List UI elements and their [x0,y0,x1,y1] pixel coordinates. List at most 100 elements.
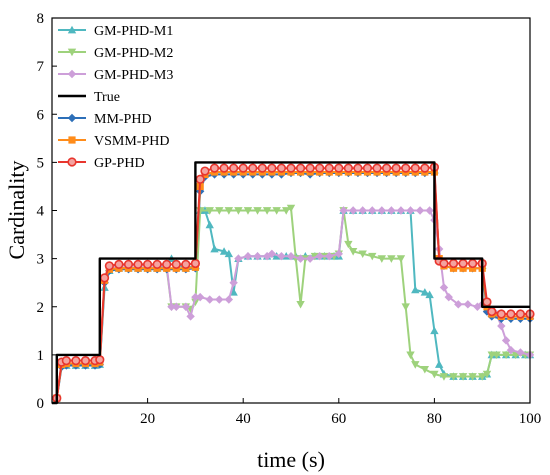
data-point-gm-phd-m2 [406,351,415,360]
data-point-gp-phd [334,163,344,173]
data-point-gm-phd-m3 [368,206,377,215]
data-point-gm-phd-m3 [348,206,358,215]
data-point-gm-phd-m3 [501,336,511,345]
data-point-gm-phd-m3 [387,206,396,215]
data-point-vsmm-phd [459,264,467,272]
data-point-gm-phd-m2 [272,207,281,215]
data-point-gm-phd-m3 [172,302,181,311]
data-point-gm-phd-m3 [277,252,286,261]
data-point-gm-phd-m2 [401,303,410,311]
data-point-gm-phd-m3 [167,302,176,311]
data-point-gm-phd-m3 [334,249,343,259]
legend-label-gm-phd-m2: GM-PHD-M2 [94,46,173,61]
data-point-gm-phd-m2 [286,204,296,213]
series-true [52,161,530,405]
data-point-gm-phd-m3 [181,302,191,311]
data-point-gp-phd [343,163,353,173]
data-point-gp-phd [143,259,153,270]
data-point-gm-phd-m2 [468,373,477,381]
x-tick-label: 60 [331,411,346,427]
series-layer [52,161,535,405]
data-point-gp-phd [496,309,506,319]
data-point-gp-phd [305,163,315,173]
y-tick-label: 3 [37,252,45,268]
legend-marker-mm-phd [67,113,77,123]
data-point-gp-phd [382,163,392,173]
data-point-gm-phd-m2 [368,252,377,261]
data-point-gm-phd-m3 [205,295,214,304]
legend: GM-PHD-M1 GM-PHD-M2 GM-PHD-M3 True MM-PHD VSM… [58,24,173,171]
data-point-gp-phd [353,163,363,173]
data-point-gm-phd-m2 [234,207,243,215]
data-point-gm-phd-m3 [267,249,277,259]
x-axis-title: time (s) [257,447,325,472]
legend-label-vsmm-phd: VSMM-PHD [94,134,169,149]
data-point-gm-phd-m3 [253,252,262,261]
data-point-gm-phd-m2 [396,255,406,263]
y-tick-label: 4 [37,204,45,220]
data-point-gm-phd-m1 [425,290,434,299]
ticks-layer: 20 40 60 80 100 0 1 2 3 4 5 6 7 8 [37,11,542,427]
data-point-gm-phd-m1 [411,285,420,294]
data-point-gp-phd [487,306,497,317]
data-point-gp-phd [515,309,526,319]
data-point-gm-phd-m2 [449,373,458,381]
data-point-gp-phd [482,297,492,307]
data-point-gm-phd-m3 [415,206,425,215]
data-point-gp-phd [295,163,306,173]
legend-label-gm-phd-m3: GM-PHD-M3 [94,68,173,83]
data-point-gp-phd [95,355,105,365]
data-point-gp-phd [181,259,191,270]
data-point-gp-phd [506,309,516,319]
y-axis-title: Cardinality [4,161,29,260]
data-point-gm-phd-m3 [396,206,406,215]
data-point-gm-phd-m2 [282,207,291,215]
data-point-gp-phd [410,163,420,173]
legend-marker-gm-phd-m1 [67,25,77,34]
data-point-gp-phd [267,163,277,173]
data-point-gm-phd-m2 [501,351,511,360]
data-point-gm-phd-m3 [186,312,195,321]
data-point-gm-phd-m3 [506,345,516,355]
data-point-gp-phd [276,163,287,173]
data-point-gm-phd-m1 [224,249,234,258]
data-point-gm-phd-m2 [492,351,501,360]
data-point-gp-phd [420,163,430,173]
data-point-gm-phd-m2 [344,240,353,249]
data-point-gm-phd-m3 [325,252,334,261]
legend-marker-vsmm-phd [68,136,76,144]
data-point-gm-phd-m3 [444,292,453,302]
x-tick-label: 80 [427,411,442,427]
data-point-gm-phd-m3 [224,295,234,304]
data-point-gm-phd-m3 [305,254,315,263]
data-point-gm-phd-m2 [439,373,449,381]
data-point-gp-phd [238,163,248,173]
data-point-gp-phd [114,259,124,270]
data-point-gp-phd [439,258,449,269]
data-point-gp-phd [133,259,143,270]
legend-marker-gp-phd [67,157,77,167]
legend-label-gm-phd-m1: GM-PHD-M1 [94,24,173,39]
x-tick-label: 20 [140,411,155,427]
y-tick-label: 6 [37,107,45,123]
data-point-gm-phd-m1 [210,244,219,253]
data-point-gm-phd-m3 [296,254,305,263]
data-point-gp-phd [123,259,134,270]
data-point-gm-phd-m2 [430,370,439,379]
data-point-gm-phd-m2 [377,255,387,263]
x-tick-label: 40 [236,411,251,427]
data-point-gm-phd-m3 [286,252,296,261]
data-point-gp-phd [219,163,229,173]
data-point-gp-phd [391,163,401,173]
data-point-gm-phd-m2 [215,207,224,215]
data-point-gp-phd [104,261,114,271]
data-point-gm-phd-m2 [296,300,305,309]
data-point-gm-phd-m3 [191,292,200,302]
data-point-gm-phd-m3 [377,206,387,215]
data-point-gp-phd [229,163,239,173]
data-point-gp-phd [80,356,91,366]
legend-label-true: True [94,90,120,105]
data-point-gp-phd [200,166,210,176]
data-point-gp-phd [195,174,205,184]
